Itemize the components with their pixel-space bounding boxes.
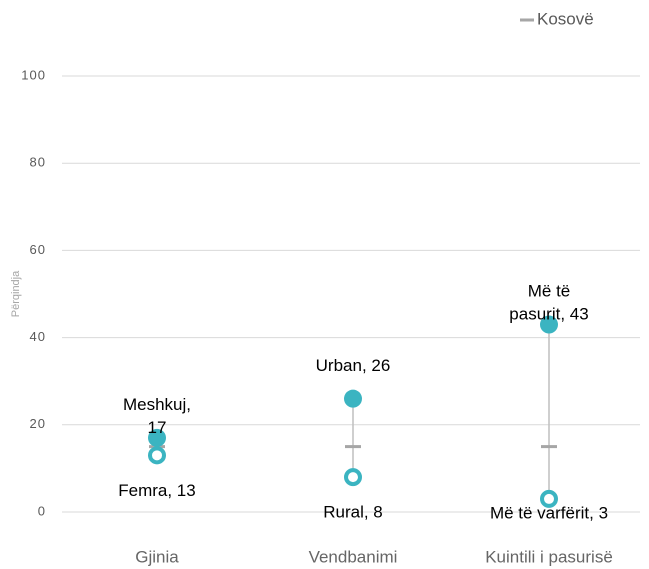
low-dot bbox=[540, 489, 558, 508]
low-dot bbox=[148, 446, 166, 465]
y-tick-label: 20 bbox=[30, 416, 46, 431]
data-label: Urban, 26 bbox=[316, 356, 391, 375]
data-label: Meshkuj, 17 bbox=[123, 395, 191, 437]
data-label: Rural, 8 bbox=[323, 503, 383, 522]
y-axis-label: Përqindja bbox=[10, 270, 22, 317]
high-dot bbox=[148, 428, 166, 447]
data-label: Femra, 13 bbox=[118, 481, 195, 500]
x-tick-label: Vendbanimi bbox=[309, 547, 398, 566]
x-tick-label: Gjinia bbox=[135, 547, 179, 566]
data-label: Më të pasurit, 43 bbox=[509, 282, 588, 324]
x-tick-label: Kuintili i pasurisë bbox=[485, 547, 613, 566]
data-label: Më të varfërit, 3 bbox=[490, 503, 608, 522]
high-dot bbox=[344, 389, 362, 408]
low-dot bbox=[344, 468, 362, 487]
y-tick-label: 40 bbox=[30, 329, 46, 344]
legend-label: Kosovë bbox=[537, 9, 594, 28]
high-dot bbox=[540, 315, 558, 334]
y-tick-label: 0 bbox=[38, 503, 46, 518]
y-tick-label: 60 bbox=[30, 242, 46, 257]
y-tick-label: 100 bbox=[21, 67, 46, 82]
y-tick-label: 80 bbox=[30, 155, 46, 170]
